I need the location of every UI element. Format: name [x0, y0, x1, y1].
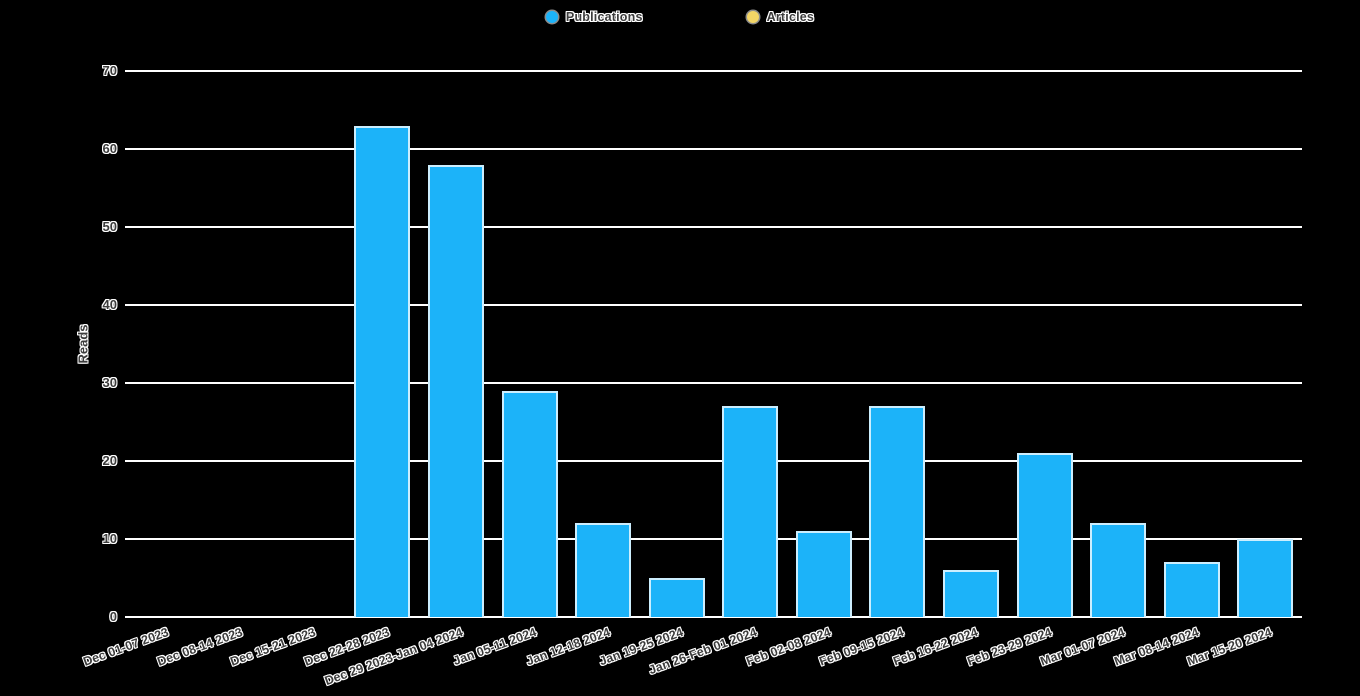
- legend-dot-icon: [746, 11, 759, 23]
- legend-label: Articles: [766, 10, 815, 24]
- y-tick-label-30: 30: [102, 375, 117, 390]
- y-axis-title: Reads: [75, 324, 91, 364]
- gridline-40: [125, 304, 1302, 306]
- gridline-0: [125, 616, 1302, 618]
- x-tick-label-16: Mar 15-20 2024: [1185, 625, 1275, 669]
- bar-publications-5[interactable]: [428, 164, 485, 617]
- x-tick-label-12: Feb 16-22 2024: [891, 625, 980, 669]
- legend-dot-icon: [545, 11, 558, 23]
- gridline-20: [125, 460, 1302, 462]
- y-tick-label-20: 20: [102, 453, 117, 468]
- bar-publications-16[interactable]: [1237, 539, 1294, 617]
- bar-publications-11[interactable]: [869, 406, 926, 617]
- gridline-60: [125, 148, 1302, 150]
- gridline-30: [125, 382, 1302, 384]
- y-tick-label-70: 70: [102, 63, 117, 78]
- legend-item-publications[interactable]: Publications: [545, 10, 643, 24]
- gridline-10: [125, 538, 1302, 540]
- plot-area: [125, 70, 1302, 618]
- legend-label: Publications: [565, 10, 643, 24]
- y-tick-label-0: 0: [109, 609, 117, 624]
- bar-publications-13[interactable]: [1016, 453, 1073, 617]
- bar-publications-15[interactable]: [1163, 562, 1220, 617]
- bar-publications-6[interactable]: [501, 390, 558, 617]
- x-tick-label-5: Dec 29 2023-Jan 04 2024: [322, 625, 465, 689]
- y-tick-label-10: 10: [102, 531, 117, 546]
- bar-publications-7[interactable]: [575, 523, 632, 617]
- bar-publications-8[interactable]: [648, 578, 705, 617]
- gridline-70: [125, 70, 1302, 72]
- bar-publications-14[interactable]: [1090, 523, 1147, 617]
- x-tick-label-6: Jan 05-11 2024: [451, 625, 539, 669]
- legend-item-articles[interactable]: Articles: [746, 10, 815, 24]
- y-tick-label-50: 50: [102, 219, 117, 234]
- gridline-50: [125, 226, 1302, 228]
- x-tick-label-14: Mar 01-07 2024: [1038, 625, 1127, 669]
- bar-publications-4[interactable]: [354, 125, 411, 617]
- bar-publications-9[interactable]: [722, 406, 779, 617]
- bar-publications-10[interactable]: [795, 531, 852, 617]
- bar-publications-12[interactable]: [942, 570, 999, 617]
- y-tick-label-60: 60: [102, 141, 117, 156]
- chart-legend: Publications Articles: [0, 10, 1360, 24]
- y-tick-label-40: 40: [102, 297, 117, 312]
